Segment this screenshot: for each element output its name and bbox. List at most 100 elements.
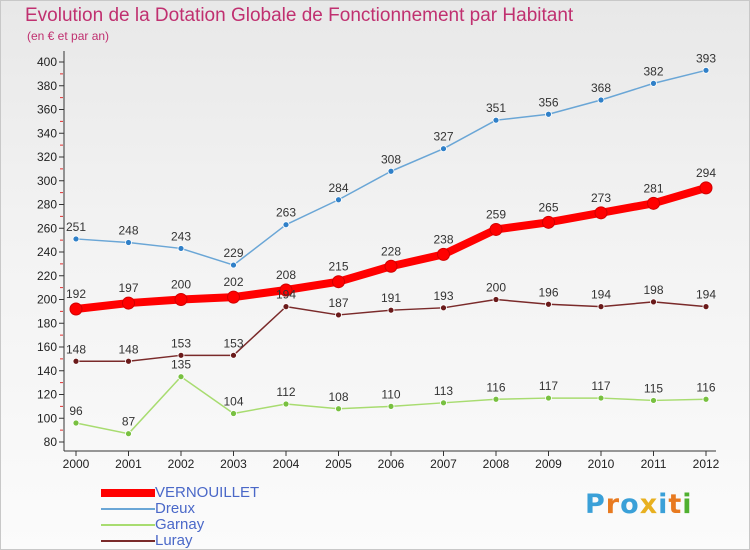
data-point-luray xyxy=(335,311,342,319)
data-label-dreux: 382 xyxy=(643,64,663,78)
data-point-luray xyxy=(440,304,447,312)
y-tick-label: 200 xyxy=(37,293,57,307)
data-point-garnay xyxy=(230,410,237,417)
data-point-garnay xyxy=(702,395,710,403)
data-label-vernouillet: 273 xyxy=(591,191,611,205)
data-label-garnay: 112 xyxy=(276,385,295,399)
data-point-garnay xyxy=(72,419,80,427)
data-point-luray xyxy=(702,303,710,311)
data-label-garnay: 104 xyxy=(223,395,243,409)
data-label-vernouillet: 259 xyxy=(486,207,506,221)
data-label-luray: 196 xyxy=(538,285,558,299)
data-point-luray xyxy=(492,296,500,303)
data-point-luray xyxy=(72,357,80,365)
data-label-dreux: 308 xyxy=(381,152,401,166)
y-tick-label: 280 xyxy=(37,198,57,212)
y-tick-label: 320 xyxy=(37,150,57,164)
axes xyxy=(60,51,716,452)
data-point-vernouillet xyxy=(647,196,660,210)
data-point-garnay xyxy=(650,397,657,404)
data-labels: 251 248 243 229 263 284 308 327 351 356 368 382 393 9… xyxy=(66,51,716,428)
data-label-dreux: 393 xyxy=(696,51,716,65)
data-label-dreux: 243 xyxy=(171,229,191,243)
data-point-garnay xyxy=(282,400,290,408)
logo-letter: t xyxy=(668,489,683,520)
data-point-garnay xyxy=(387,402,395,410)
data-label-luray: 194 xyxy=(696,288,716,302)
legend-item-garnay[interactable]: Garnay xyxy=(101,517,259,533)
data-point-dreux xyxy=(72,235,80,243)
data-point-dreux xyxy=(492,116,500,124)
data-label-vernouillet: 208 xyxy=(276,268,296,282)
legend-item-dreux[interactable]: Dreux xyxy=(101,501,259,517)
y-tick-label: 240 xyxy=(37,245,57,259)
data-label-luray: 148 xyxy=(66,342,86,356)
data-point-vernouillet xyxy=(699,181,713,195)
series-group xyxy=(69,66,713,438)
legend: VERNOUILLET Dreux Garnay Luray xyxy=(101,485,259,549)
chart-subtitle: (en € et par an) xyxy=(27,29,110,43)
data-point-dreux xyxy=(177,245,185,252)
data-label-vernouillet: 197 xyxy=(118,281,138,295)
data-point-luray xyxy=(597,303,605,311)
legend-item-vernouillet[interactable]: VERNOUILLET xyxy=(101,485,259,501)
y-tick-label: 140 xyxy=(37,364,57,378)
data-label-dreux: 368 xyxy=(591,81,611,95)
x-tick-label: 2008 xyxy=(483,457,510,471)
data-point-garnay xyxy=(545,394,552,402)
x-tick-label: 2010 xyxy=(588,457,615,471)
data-point-vernouillet xyxy=(384,259,398,273)
legend-label: VERNOUILLET xyxy=(155,484,260,501)
data-label-vernouillet: 215 xyxy=(328,260,348,274)
data-point-garnay xyxy=(597,394,605,402)
data-point-vernouillet xyxy=(174,293,188,306)
data-point-dreux xyxy=(230,261,237,269)
x-tick-label: 2009 xyxy=(535,457,562,471)
data-label-luray: 153 xyxy=(223,336,243,350)
legend-swatch xyxy=(101,489,155,497)
x-tick-label: 2011 xyxy=(641,457,667,471)
x-tick-label: 2004 xyxy=(273,457,300,471)
y-tick-label: 80 xyxy=(44,435,58,449)
y-tick-label: 360 xyxy=(37,103,57,117)
data-label-garnay: 116 xyxy=(696,380,715,394)
logo-letter: o xyxy=(620,489,640,520)
data-point-vernouillet xyxy=(437,247,450,261)
logo-letter: i xyxy=(682,489,693,520)
data-point-vernouillet xyxy=(332,275,345,289)
data-point-luray xyxy=(177,351,185,359)
data-label-vernouillet: 265 xyxy=(538,200,558,214)
y-tick-label: 400 xyxy=(37,55,57,69)
y-tick-label: 180 xyxy=(37,316,57,330)
data-point-luray xyxy=(230,351,237,359)
data-point-vernouillet xyxy=(489,222,503,236)
data-point-luray xyxy=(545,300,552,308)
data-label-luray: 148 xyxy=(118,342,138,356)
data-point-dreux xyxy=(440,145,447,153)
data-label-garnay: 96 xyxy=(69,404,83,418)
data-point-dreux xyxy=(650,79,657,87)
legend-item-luray[interactable]: Luray xyxy=(101,533,259,549)
logo-letter: P xyxy=(585,489,606,520)
y-tick-label: 120 xyxy=(37,388,57,402)
data-label-garnay: 116 xyxy=(486,380,505,394)
data-point-vernouillet xyxy=(227,290,240,304)
x-tick-label: 2002 xyxy=(168,457,195,471)
data-label-luray: 193 xyxy=(433,289,453,303)
x-tick-label: 2007 xyxy=(430,457,457,471)
data-point-garnay xyxy=(492,395,500,403)
data-label-vernouillet: 228 xyxy=(381,244,401,258)
x-tick-label: 2003 xyxy=(220,457,247,471)
data-point-dreux xyxy=(702,66,710,74)
data-point-dreux xyxy=(282,221,290,229)
data-point-vernouillet xyxy=(122,296,135,310)
data-point-vernouillet xyxy=(542,215,555,229)
data-point-luray xyxy=(387,306,395,314)
logo-letter: i xyxy=(658,489,669,520)
data-label-garnay: 108 xyxy=(328,390,348,404)
x-tick-label: 2000 xyxy=(63,457,90,471)
data-label-luray: 194 xyxy=(591,288,611,302)
data-label-garnay: 113 xyxy=(434,384,453,398)
